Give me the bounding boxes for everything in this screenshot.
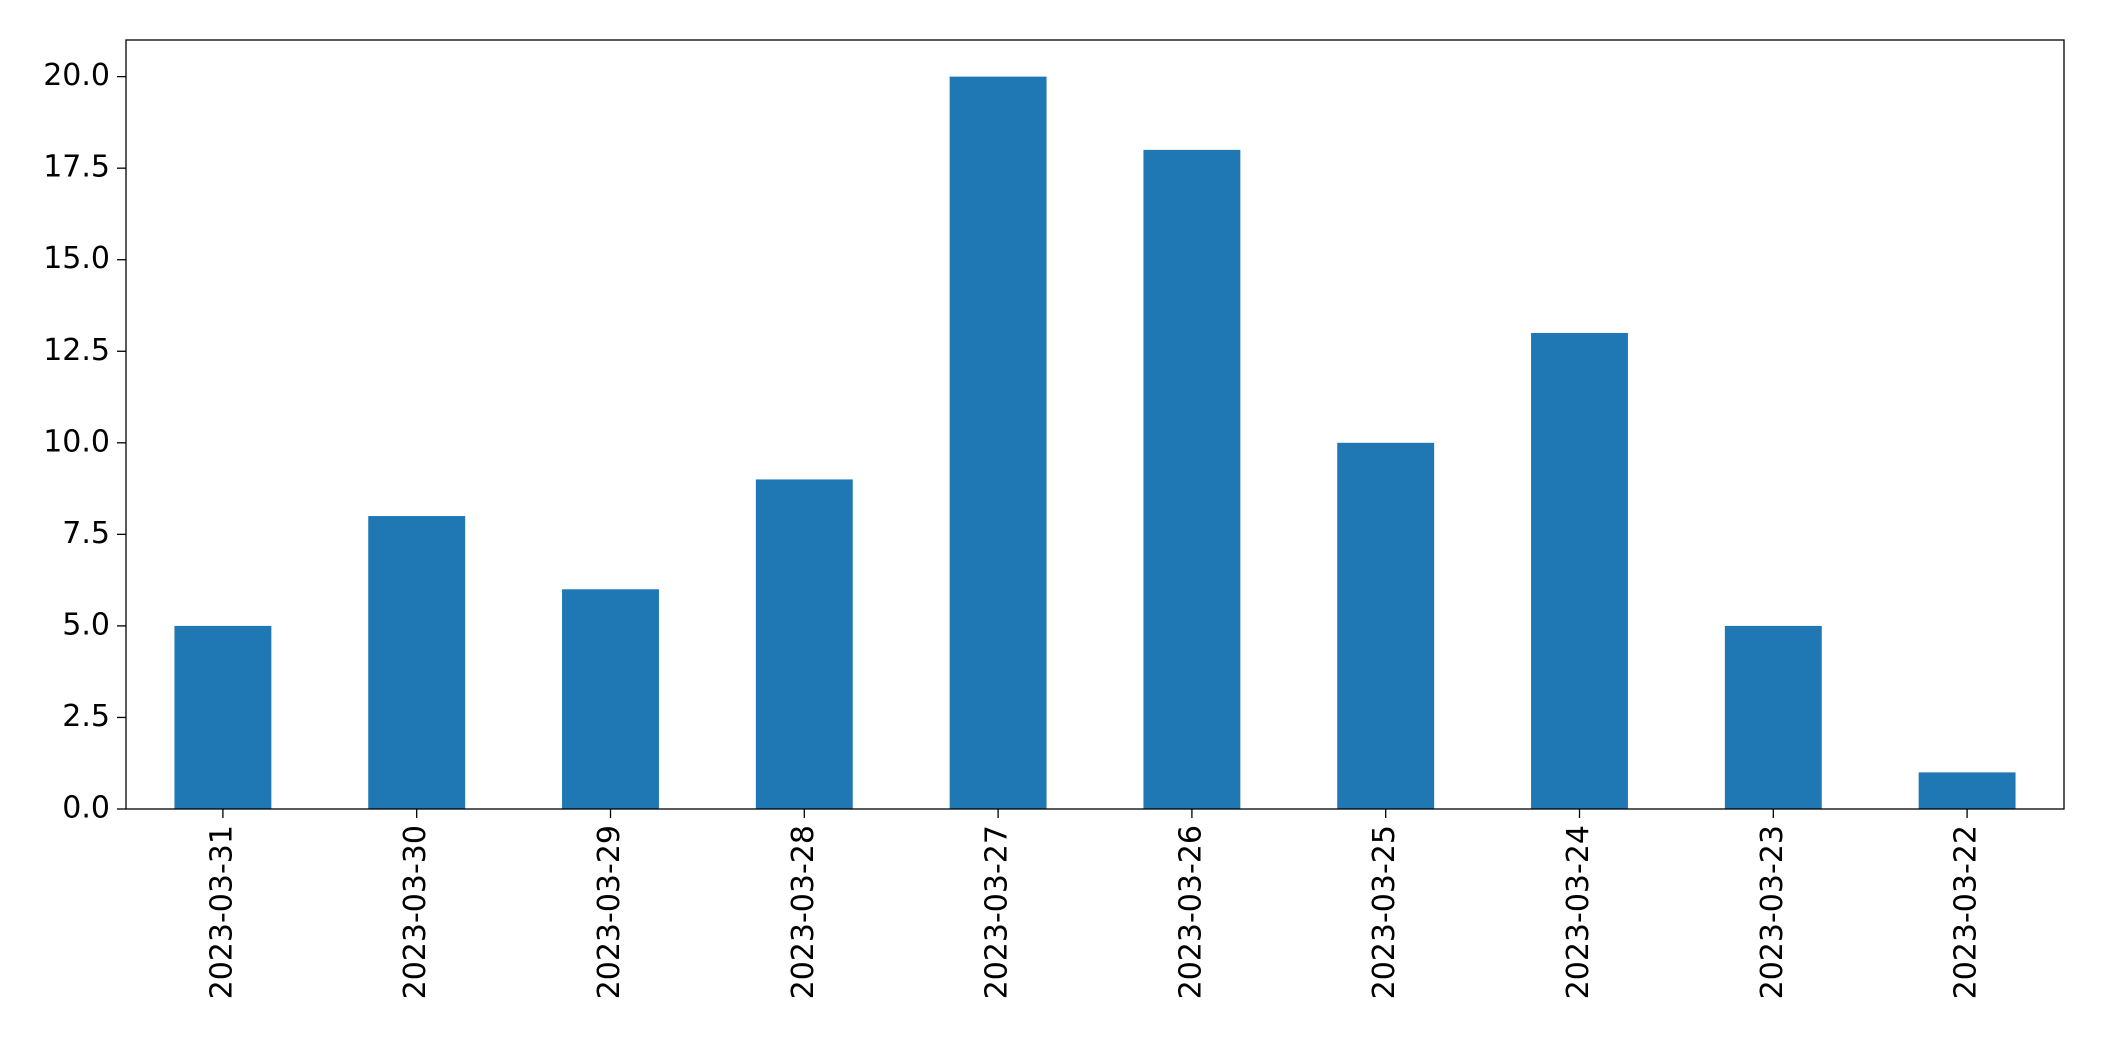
bar <box>1724 625 1822 809</box>
x-tick-label: 2023-03-25 <box>1367 825 1402 999</box>
y-tick-label: 5.0 <box>62 607 110 642</box>
y-tick-label: 12.5 <box>43 333 110 368</box>
x-tick-label: 2023-03-28 <box>786 825 821 999</box>
bar <box>174 625 272 809</box>
y-tick-label: 0.0 <box>62 791 110 826</box>
bar <box>368 516 466 809</box>
x-tick-label: 2023-03-24 <box>1561 825 1596 999</box>
bar <box>949 76 1047 810</box>
y-tick-label: 10.0 <box>43 424 110 459</box>
y-tick-label: 7.5 <box>62 516 110 551</box>
x-tick-label: 2023-03-27 <box>980 825 1015 999</box>
x-tick-label: 2023-03-26 <box>1173 825 1208 999</box>
y-tick-label: 15.0 <box>43 241 110 276</box>
x-tick-label: 2023-03-29 <box>592 825 627 999</box>
y-tick-label: 20.0 <box>43 58 110 93</box>
bar <box>1143 149 1241 809</box>
y-tick-label: 2.5 <box>62 699 110 734</box>
bar <box>755 479 853 809</box>
bar <box>1531 332 1628 809</box>
x-tick-label: 2023-03-23 <box>1755 825 1790 999</box>
bar <box>1918 772 2016 809</box>
x-tick-label: 2023-03-30 <box>398 825 433 999</box>
x-tick-label: 2023-03-22 <box>1949 825 1984 999</box>
bar <box>1337 442 1435 809</box>
bar <box>562 589 659 809</box>
x-tick-label: 2023-03-31 <box>204 825 239 999</box>
plot-frame <box>125 39 2065 810</box>
y-tick-label: 17.5 <box>43 150 110 185</box>
